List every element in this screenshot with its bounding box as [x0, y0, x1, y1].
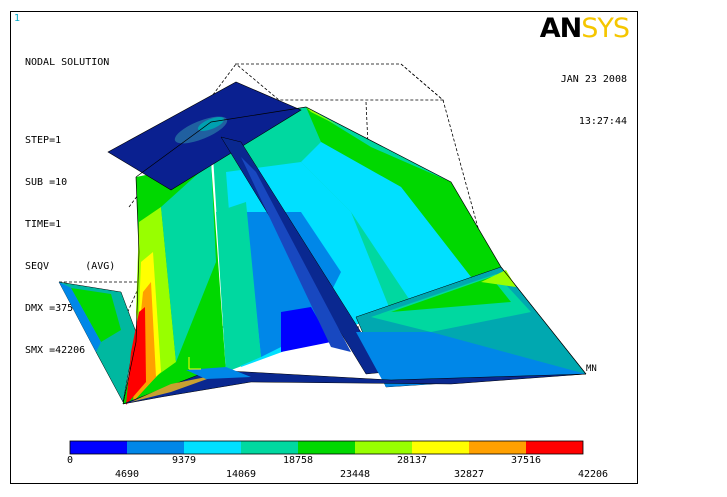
legend-labels: 0 9379 18758 28137 37516 4690 14069 23448 32827 4…	[11, 12, 637, 483]
legend-label-bottom: 23448	[339, 469, 371, 480]
legend-colorbar	[69, 440, 584, 455]
info-smx: SMX =42206	[25, 345, 86, 356]
legend-swatch	[412, 441, 469, 454]
legend-label-top: 18758	[282, 455, 314, 466]
legend-swatch	[298, 441, 355, 454]
solution-title: NODAL SOLUTION	[25, 57, 110, 68]
legend-swatch	[184, 441, 241, 454]
info-time: TIME=1	[25, 219, 62, 230]
legend-label-top: 9379	[171, 455, 197, 466]
legend-swatch	[241, 441, 298, 454]
info-seqv: SEQV (AVG)	[25, 261, 116, 272]
legend-swatch	[469, 441, 526, 454]
legend-swatch	[127, 441, 184, 454]
ansys-logo: ANSYS	[539, 13, 630, 44]
legend-label-top: 0	[66, 455, 74, 466]
model-plot	[58, 63, 587, 455]
legend-label-top: 37516	[510, 455, 542, 466]
legend-label-bottom: 32827	[453, 469, 485, 480]
legend-label-top: 28137	[396, 455, 428, 466]
info-step: STEP=1	[25, 135, 62, 146]
legend-swatch	[355, 441, 412, 454]
axis-triad	[188, 357, 201, 370]
legend-label-bottom: 42206	[577, 469, 609, 480]
timestamp-date: JAN 23 2008	[560, 74, 627, 85]
bottom-strip	[122, 369, 587, 405]
timestamp-time: 13:27:44	[578, 116, 627, 127]
legend-label-bottom: 14069	[225, 469, 257, 480]
legend-swatch	[526, 441, 583, 454]
legend-swatch	[70, 441, 127, 454]
legend-label-bottom: 4690	[114, 469, 140, 480]
timestamp-block: JAN 23 2008 13:27:44	[561, 45, 627, 157]
legend-outline	[69, 440, 584, 455]
info-sub: SUB =10	[25, 177, 68, 188]
graphics-window: 1 NODAL SOLUTION STEP=1 SUB =10 TIME=1 S…	[10, 11, 638, 484]
min-marker-label: MN	[586, 364, 597, 374]
window-number: 1	[14, 13, 21, 24]
